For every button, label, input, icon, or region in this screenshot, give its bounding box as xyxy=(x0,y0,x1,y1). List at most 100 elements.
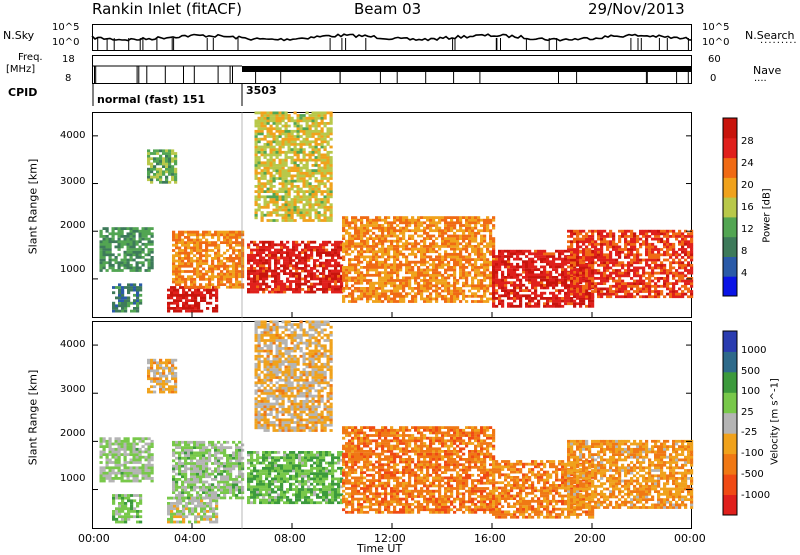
echo-cell xyxy=(211,270,214,273)
echo-cell xyxy=(148,230,151,233)
echo-cell xyxy=(492,268,495,271)
echo-cell xyxy=(330,151,333,154)
echo-cell xyxy=(255,161,258,164)
echo-cell xyxy=(214,252,217,255)
echo-cell xyxy=(570,280,573,283)
echo-cell xyxy=(253,280,256,283)
echo-cell xyxy=(570,269,573,272)
echo-cell xyxy=(525,263,528,266)
echo-cell xyxy=(597,290,600,293)
echo-cell xyxy=(444,232,447,235)
echo-cell xyxy=(579,232,582,235)
echo-cell xyxy=(319,280,322,283)
echo-cell xyxy=(121,297,124,300)
echo-cell xyxy=(276,154,279,157)
echo-cell xyxy=(182,307,185,310)
echo-cell xyxy=(579,302,582,305)
echo-cell xyxy=(226,281,229,284)
echo-cell xyxy=(609,295,612,298)
echo-cell xyxy=(270,177,273,180)
echo-cell xyxy=(570,235,573,238)
echo-cell xyxy=(330,209,333,212)
echo-cell xyxy=(399,295,402,298)
echo-cell xyxy=(223,265,226,268)
echo-cell xyxy=(645,259,648,262)
echo-cell xyxy=(378,248,381,251)
echo-cell xyxy=(139,256,142,259)
echo-cell xyxy=(211,283,214,286)
echo-cell xyxy=(519,284,522,287)
echo-cell xyxy=(384,274,387,277)
echo-cell xyxy=(360,237,363,240)
echo-cell xyxy=(453,221,456,224)
echo-cell xyxy=(337,249,340,252)
echo-cell xyxy=(337,243,340,246)
echo-cell xyxy=(303,185,306,188)
echo-cell xyxy=(468,219,471,222)
echo-cell xyxy=(348,242,351,245)
echo-cell xyxy=(492,219,495,222)
echo-cell xyxy=(354,269,357,272)
echo-cell xyxy=(312,122,315,125)
echo-cell xyxy=(226,239,229,242)
echo-cell xyxy=(399,292,402,295)
echo-cell xyxy=(223,273,226,276)
echo-cell xyxy=(112,267,115,270)
echo-cell xyxy=(507,273,510,276)
echo-cell xyxy=(483,261,486,264)
echo-cell xyxy=(280,280,283,283)
echo-cell xyxy=(130,248,133,251)
echo-cell xyxy=(567,288,570,291)
echo-cell xyxy=(555,300,558,303)
echo-cell xyxy=(307,246,310,249)
echo-cell xyxy=(498,263,501,266)
echo-cell xyxy=(325,283,328,286)
echo-cell xyxy=(636,240,639,243)
echo-cell xyxy=(306,127,309,130)
echo-cell xyxy=(205,233,208,236)
echo-cell xyxy=(262,288,265,291)
echo-cell xyxy=(630,277,633,280)
echo-cell xyxy=(399,216,402,219)
echo-cell xyxy=(127,297,130,300)
echo-cell xyxy=(211,233,214,236)
echo-cell xyxy=(492,255,495,258)
echo-cell xyxy=(268,243,271,246)
echo-cell xyxy=(567,248,570,251)
echo-cell xyxy=(576,285,579,288)
echo-cell xyxy=(570,302,573,305)
echo-cell xyxy=(678,295,681,298)
echo-cell xyxy=(282,130,285,133)
echo-cell xyxy=(229,275,232,278)
echo-cell xyxy=(199,247,202,250)
echo-cell xyxy=(184,278,187,281)
echo-cell xyxy=(324,167,327,170)
echo-cell xyxy=(279,198,282,201)
echo-cell xyxy=(133,246,136,249)
echo-cell xyxy=(369,224,372,227)
echo-cell xyxy=(591,269,594,272)
echo-cell xyxy=(307,272,310,275)
echo-cell xyxy=(468,221,471,224)
echo-cell xyxy=(297,122,300,125)
echo-cell xyxy=(151,267,154,270)
echo-cell xyxy=(337,262,340,265)
echo-cell xyxy=(423,261,426,264)
echo-cell xyxy=(486,245,489,248)
echo-cell xyxy=(429,219,432,222)
echo-cell xyxy=(256,259,259,262)
echo-cell xyxy=(109,474,112,477)
echo-cell xyxy=(549,266,552,269)
echo-cell xyxy=(447,274,450,277)
echo-cell xyxy=(175,233,178,236)
echo-cell xyxy=(300,188,303,191)
echo-cell xyxy=(235,257,238,260)
echo-cell xyxy=(291,148,294,151)
echo-cell xyxy=(285,117,288,120)
echo-cell xyxy=(366,256,369,259)
echo-cell xyxy=(489,263,492,266)
echo-cell xyxy=(618,280,621,283)
echo-cell xyxy=(301,267,304,270)
echo-cell xyxy=(630,251,633,254)
echo-cell xyxy=(429,256,432,259)
